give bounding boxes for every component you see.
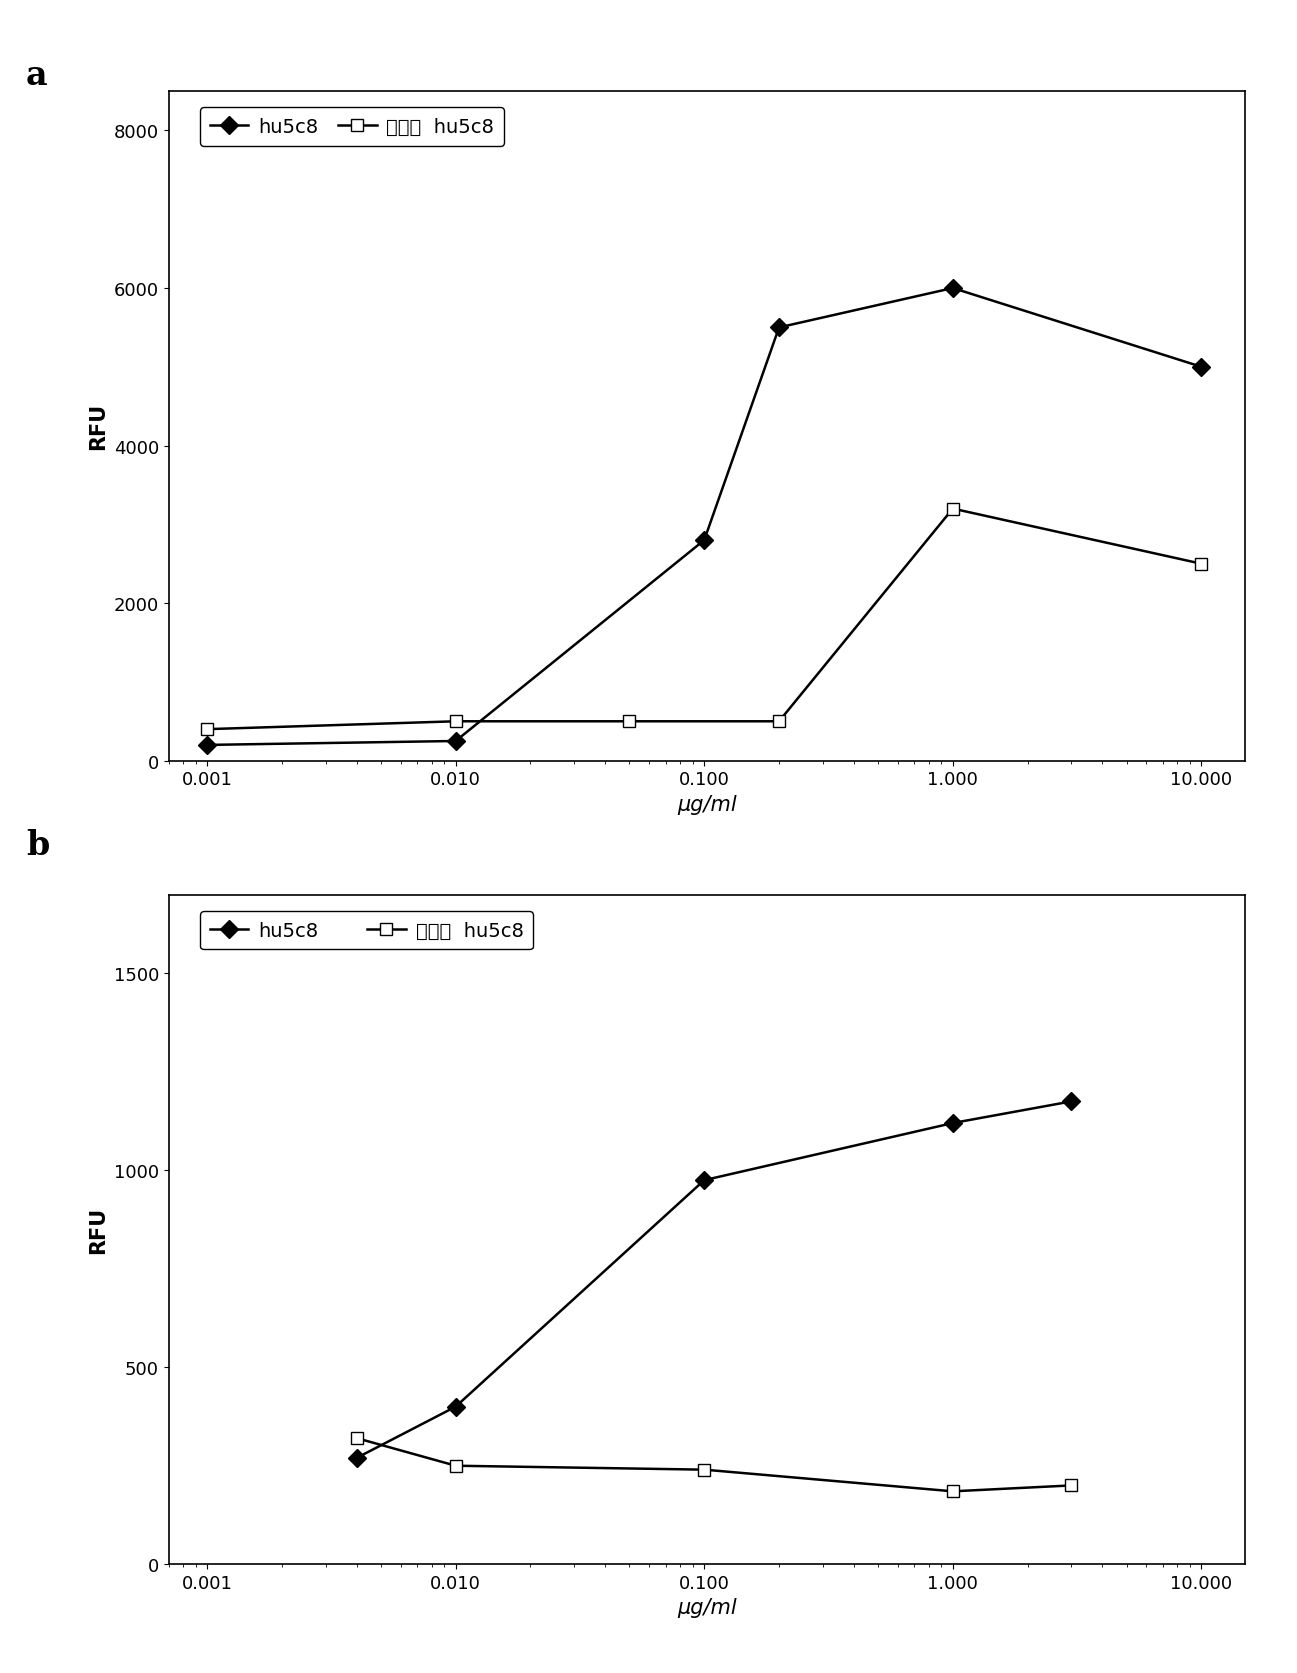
Y-axis label: RFU: RFU [88, 403, 108, 450]
X-axis label: μg/ml: μg/ml [677, 1598, 737, 1618]
Text: b: b [26, 828, 49, 862]
Legend: hu5c8, 无糖基  hu5c8: hu5c8, 无糖基 hu5c8 [200, 109, 505, 147]
Legend: hu5c8, 无糖基  hu5c8: hu5c8, 无糖基 hu5c8 [200, 912, 533, 950]
Text: a: a [26, 59, 48, 92]
X-axis label: μg/ml: μg/ml [677, 795, 737, 815]
Y-axis label: RFU: RFU [88, 1206, 108, 1253]
